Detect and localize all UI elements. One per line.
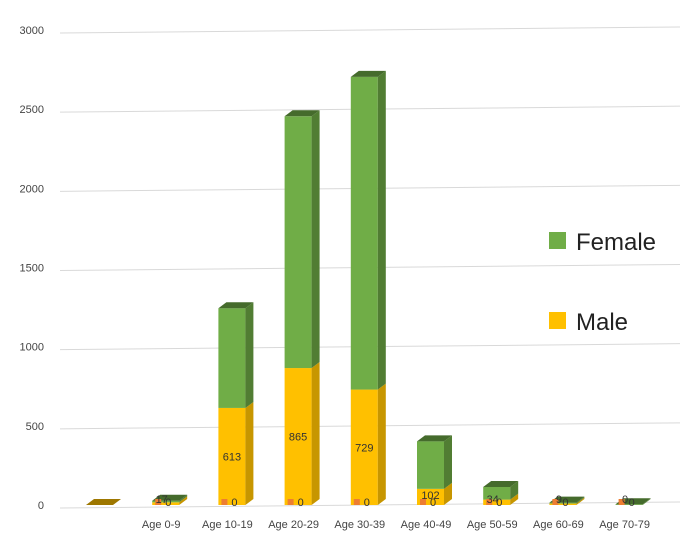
x-tick-label: Age 10-19 bbox=[202, 519, 253, 531]
x-tick-label: Age 0-9 bbox=[142, 519, 181, 531]
bar-top bbox=[284, 110, 320, 117]
bar-male-side bbox=[377, 383, 386, 505]
male-data-label: 9 bbox=[556, 494, 562, 506]
x-tick-label: Age 60-69 bbox=[533, 519, 584, 531]
bar-group: 0 865 bbox=[284, 110, 320, 509]
bar-top bbox=[483, 480, 519, 487]
y-tick-label: 3000 bbox=[20, 25, 44, 37]
bar-female-side bbox=[510, 480, 519, 500]
y-tick-label: 1000 bbox=[20, 342, 44, 354]
y-tick-label: 2500 bbox=[20, 104, 44, 116]
male-data-label: 729 bbox=[355, 442, 373, 454]
legend: Female Male bbox=[549, 229, 656, 336]
zero-data-label: 0 bbox=[165, 497, 171, 509]
y-tick-label: 2000 bbox=[20, 183, 44, 195]
bar-group: 09 bbox=[549, 494, 585, 509]
bar-female-side bbox=[377, 70, 386, 390]
legend-swatch-female bbox=[549, 232, 566, 249]
zero-marker bbox=[155, 499, 162, 505]
bar-female bbox=[284, 116, 312, 369]
male-data-label: 17 bbox=[156, 494, 168, 506]
bar-top bbox=[417, 435, 452, 442]
zero-data-label: 0 bbox=[430, 497, 436, 509]
gridline bbox=[59, 26, 681, 34]
bar-male bbox=[218, 407, 246, 505]
bar-male-side bbox=[245, 401, 254, 505]
legend-swatch-male bbox=[549, 312, 566, 329]
x-tick-label: Age 40-49 bbox=[401, 519, 452, 531]
bar-female bbox=[417, 441, 444, 489]
bar-top bbox=[350, 70, 386, 77]
bar-male bbox=[549, 503, 577, 505]
bar-group: 0 729 bbox=[350, 70, 386, 509]
male-data-label: 102 bbox=[421, 490, 439, 502]
bar-group: 0 613 bbox=[218, 302, 254, 509]
zero-marker bbox=[486, 499, 493, 505]
bar-female bbox=[350, 76, 378, 390]
y-axis-ticks: 0 500 1000 1500 2000 2500 3000 bbox=[20, 25, 44, 512]
bar-female-side bbox=[576, 496, 585, 504]
male-data-label: 613 bbox=[223, 451, 241, 463]
bar-female bbox=[615, 504, 643, 505]
bar-female bbox=[483, 486, 511, 500]
bar-female-side bbox=[444, 435, 452, 489]
bar-top bbox=[86, 499, 121, 505]
bar-male-side bbox=[311, 362, 320, 505]
bar-male bbox=[483, 499, 511, 505]
bar-female bbox=[152, 500, 180, 503]
bar-male bbox=[350, 389, 378, 505]
zero-marker bbox=[221, 499, 228, 505]
bar-female-side bbox=[245, 302, 254, 408]
zero-marker bbox=[287, 499, 294, 505]
bar-group: 017 bbox=[152, 494, 188, 509]
legend-label-male: Male bbox=[576, 309, 628, 336]
x-tick-label: Age 50-59 bbox=[467, 519, 518, 531]
x-axis-ticks: Age 0-9 Age 10-19 Age 20-29 Age 30-39 Age 40… bbox=[142, 519, 650, 531]
bar-male bbox=[284, 368, 312, 505]
y-tick-label: 500 bbox=[26, 421, 44, 433]
bar-female bbox=[218, 308, 246, 408]
bar-male-side bbox=[179, 496, 188, 505]
bar-female bbox=[549, 502, 577, 504]
bar-female-side bbox=[642, 498, 651, 505]
x-tick-label: Age 20-29 bbox=[268, 519, 319, 531]
bar-group bbox=[86, 499, 121, 505]
zero-marker bbox=[353, 499, 360, 505]
zero-data-label: 0 bbox=[629, 497, 635, 509]
bar-group: 00 bbox=[615, 494, 651, 509]
male-data-label: 0 bbox=[622, 494, 628, 506]
bar-female-side bbox=[179, 494, 188, 503]
bar-male-side bbox=[510, 493, 519, 505]
zero-marker bbox=[420, 499, 426, 505]
y-tick-label: 1500 bbox=[20, 263, 44, 275]
zero-data-label: 0 bbox=[231, 497, 237, 509]
zero-marker bbox=[552, 499, 559, 505]
bar-male bbox=[152, 502, 180, 505]
zero-marker bbox=[618, 499, 625, 505]
zero-data-label: 0 bbox=[298, 497, 304, 509]
y-tick-label: 0 bbox=[38, 500, 44, 512]
x-tick-label: Age 70-79 bbox=[599, 519, 650, 531]
x-tick-label: Age 30-39 bbox=[334, 519, 385, 531]
bar-female-side bbox=[311, 110, 320, 369]
bar-top bbox=[218, 302, 254, 309]
zero-data-label: 0 bbox=[562, 497, 568, 509]
bar-male-side bbox=[444, 482, 452, 505]
zero-data-label: 0 bbox=[364, 497, 370, 509]
bar-group: 034 bbox=[483, 480, 519, 509]
male-data-label: 865 bbox=[289, 432, 307, 444]
legend-label-female: Female bbox=[576, 229, 656, 256]
bar-male-side bbox=[576, 497, 585, 505]
zero-data-label: 0 bbox=[496, 497, 502, 509]
male-data-label: 34 bbox=[487, 494, 499, 506]
